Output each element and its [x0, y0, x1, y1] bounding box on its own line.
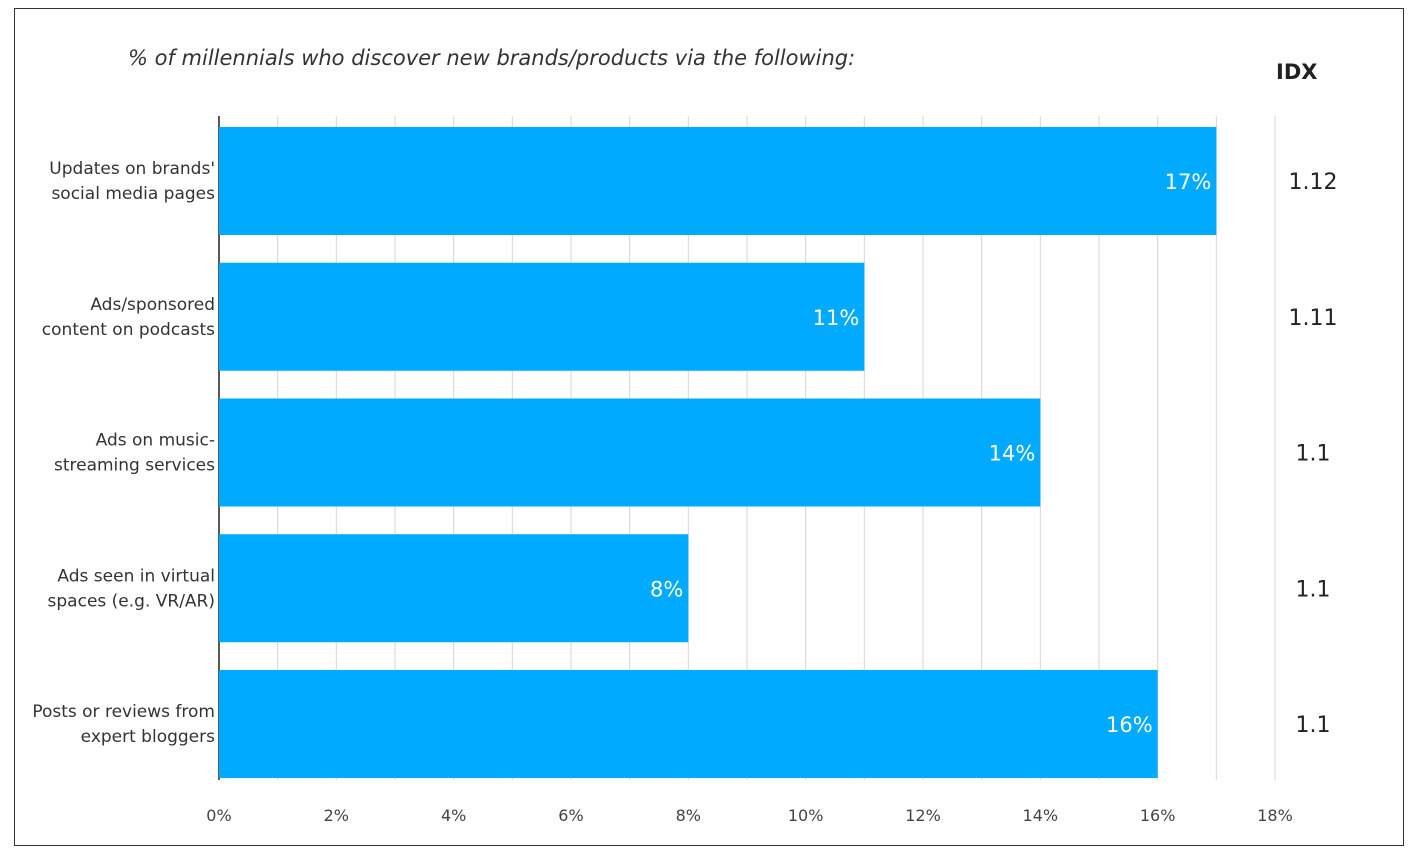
category-label: Posts or reviews from: [32, 702, 215, 722]
category-label: Ads/sponsored: [90, 295, 215, 315]
x-tick-label: 14%: [1023, 806, 1059, 825]
idx-value: 1.1: [1296, 577, 1331, 602]
idx-value: 1.11: [1289, 306, 1338, 331]
bar: [219, 262, 865, 371]
x-tick-label: 0%: [206, 806, 231, 825]
x-tick-label: 4%: [441, 806, 466, 825]
bar-value-label: 16%: [1106, 713, 1153, 737]
idx-value: 1.1: [1296, 713, 1331, 738]
category-label: Updates on brands': [49, 159, 215, 179]
bar-value-label: 8%: [650, 577, 683, 601]
x-tick-label: 8%: [676, 806, 701, 825]
category-label: Ads seen in virtual: [57, 566, 215, 586]
idx-value: 1.12: [1289, 170, 1338, 195]
bar: [219, 534, 689, 643]
labels: 0% 2% 4% 6% 8% 10% 12% 14% 16% 18% 17% Updates on b…: [32, 159, 1337, 825]
bar-value-label: 17%: [1165, 170, 1212, 194]
bars: [219, 127, 1217, 778]
x-tick-label: 18%: [1257, 806, 1293, 825]
x-tick-label: 10%: [788, 806, 824, 825]
bar: [219, 670, 1158, 778]
x-tick-label: 16%: [1140, 806, 1176, 825]
chart-title: % of millennials who discover new brands…: [128, 46, 856, 70]
x-tick-label: 2%: [324, 806, 349, 825]
idx-value: 1.1: [1296, 442, 1331, 467]
idx-column-header: IDX: [1276, 60, 1318, 84]
bar: [219, 127, 1217, 235]
category-label: content on podcasts: [42, 320, 215, 340]
category-label: spaces (e.g. VR/AR): [48, 591, 215, 611]
x-tick-label: 6%: [558, 806, 583, 825]
category-label: Ads on music-: [96, 431, 215, 451]
category-label: expert bloggers: [81, 727, 215, 747]
category-label: social media pages: [51, 184, 215, 204]
bar-value-label: 11%: [813, 306, 860, 330]
x-tick-label: 12%: [905, 806, 941, 825]
category-label: streaming services: [54, 456, 215, 476]
bar-value-label: 14%: [989, 442, 1036, 466]
bar: [219, 398, 1041, 507]
